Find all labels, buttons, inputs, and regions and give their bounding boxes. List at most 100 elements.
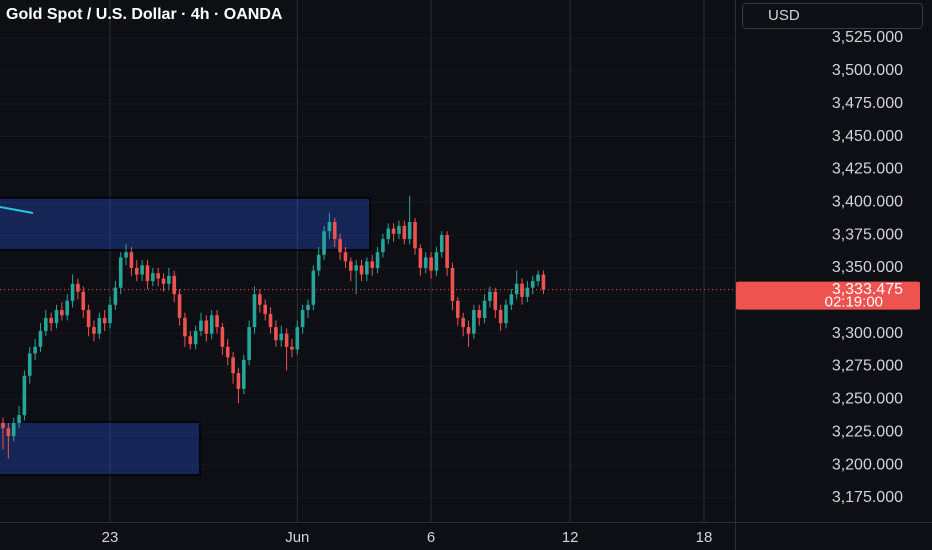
x-tick-label: 12: [562, 529, 579, 546]
candle-body: [418, 248, 423, 268]
candle-body: [65, 300, 70, 316]
countdown-label: 02:19:00: [825, 294, 883, 311]
price-badge: [736, 281, 920, 310]
candle-body: [536, 274, 540, 282]
candle-body: [472, 310, 476, 334]
candle-body: [134, 267, 139, 275]
candle-body: [204, 320, 209, 334]
candle-body: [124, 252, 128, 258]
y-tick-label: 3,450.000: [832, 128, 903, 145]
y-tick-label: 3,300.000: [832, 325, 903, 342]
candle-body: [391, 228, 396, 234]
candle-body: [183, 317, 187, 337]
y-tick-label: 3,225.000: [832, 423, 903, 440]
candle-body: [22, 375, 27, 416]
candle-body: [482, 300, 487, 318]
candle-body: [343, 252, 348, 262]
candle-body: [11, 423, 16, 437]
candle-body: [375, 252, 380, 268]
y-tick-label: 3,500.000: [832, 62, 903, 79]
candle-body: [156, 273, 160, 279]
candle-body: [386, 228, 391, 240]
candle-body: [530, 281, 535, 288]
candle-body: [279, 333, 284, 341]
candle-body: [193, 331, 198, 345]
candle-body: [370, 261, 375, 268]
candle-body: [290, 346, 294, 350]
trend-line: [0, 206, 34, 214]
candle-body: [167, 275, 171, 284]
price-badge-label: 3,333.475: [832, 281, 903, 298]
candle-body: [129, 252, 134, 268]
candles: [1, 195, 546, 459]
candle-body: [161, 278, 166, 284]
candle-body: [359, 265, 364, 275]
currency-button[interactable]: [742, 3, 923, 29]
candle-body: [81, 291, 86, 311]
candle-body: [241, 359, 246, 389]
candle-body: [504, 304, 508, 324]
candle-body: [525, 287, 530, 297]
candle-body: [33, 346, 37, 354]
candle-body: [188, 336, 193, 345]
candle-body: [231, 357, 235, 374]
currency-label[interactable]: USD: [768, 7, 800, 24]
candle-body: [54, 310, 59, 324]
candle-body: [332, 221, 337, 240]
x-tick-label: 18: [696, 529, 713, 546]
candle-body: [70, 283, 75, 301]
candle-body: [402, 225, 407, 240]
y-tick-label: 3,250.000: [832, 391, 903, 408]
candle-body: [140, 265, 144, 275]
candle-body: [306, 304, 310, 311]
candle-body: [220, 327, 225, 347]
candle-body: [225, 346, 230, 358]
candle-body: [327, 221, 332, 232]
candle-body: [118, 257, 123, 288]
candle-body: [49, 317, 53, 324]
candle-body: [27, 353, 32, 376]
candle-body: [514, 283, 519, 295]
candle-body: [102, 317, 107, 324]
candle-body: [92, 327, 96, 334]
candle-body: [274, 327, 278, 341]
candle-body: [177, 294, 182, 318]
candle-body: [6, 428, 11, 437]
candle-body: [461, 317, 465, 328]
candle-body: [311, 270, 316, 305]
y-tick-label: 3,350.000: [832, 259, 903, 276]
y-tick-label: 3,200.000: [832, 456, 903, 473]
zones: [0, 197, 371, 476]
candle-body: [44, 317, 48, 332]
candle-body: [429, 257, 433, 271]
candle-body: [268, 313, 273, 328]
candle-body: [60, 310, 64, 316]
candle-body: [76, 283, 80, 292]
zone: [0, 421, 201, 476]
candle-body: [445, 235, 449, 268]
y-tick-label: 3,275.000: [832, 358, 903, 375]
candle-body: [397, 225, 401, 234]
candle-body: [413, 221, 417, 249]
chart-title: Gold Spot / U.S. Dollar · 4h · OANDA: [6, 6, 283, 23]
candle-body: [300, 310, 305, 328]
candle-body: [258, 294, 262, 305]
y-tick-label: 3,475.000: [832, 95, 903, 112]
candle-body: [365, 261, 369, 275]
y-tick-label: 3,425.000: [832, 161, 903, 178]
candle-body: [349, 261, 353, 271]
candle-body: [263, 304, 267, 314]
y-tick-label: 3,400.000: [832, 193, 903, 210]
candle-body: [295, 327, 300, 350]
x-tick-label: Jun: [285, 529, 309, 546]
candle-body: [423, 257, 428, 268]
price-axis: 3,175.000 3,200.000 3,225.000 3,250.000 3,27…: [736, 29, 920, 506]
candle-body: [145, 265, 150, 282]
candle-body: [381, 239, 385, 253]
candle-body: [97, 317, 102, 334]
candle-body: [488, 291, 492, 301]
candle-body: [108, 304, 112, 324]
candle-body: [17, 415, 21, 424]
